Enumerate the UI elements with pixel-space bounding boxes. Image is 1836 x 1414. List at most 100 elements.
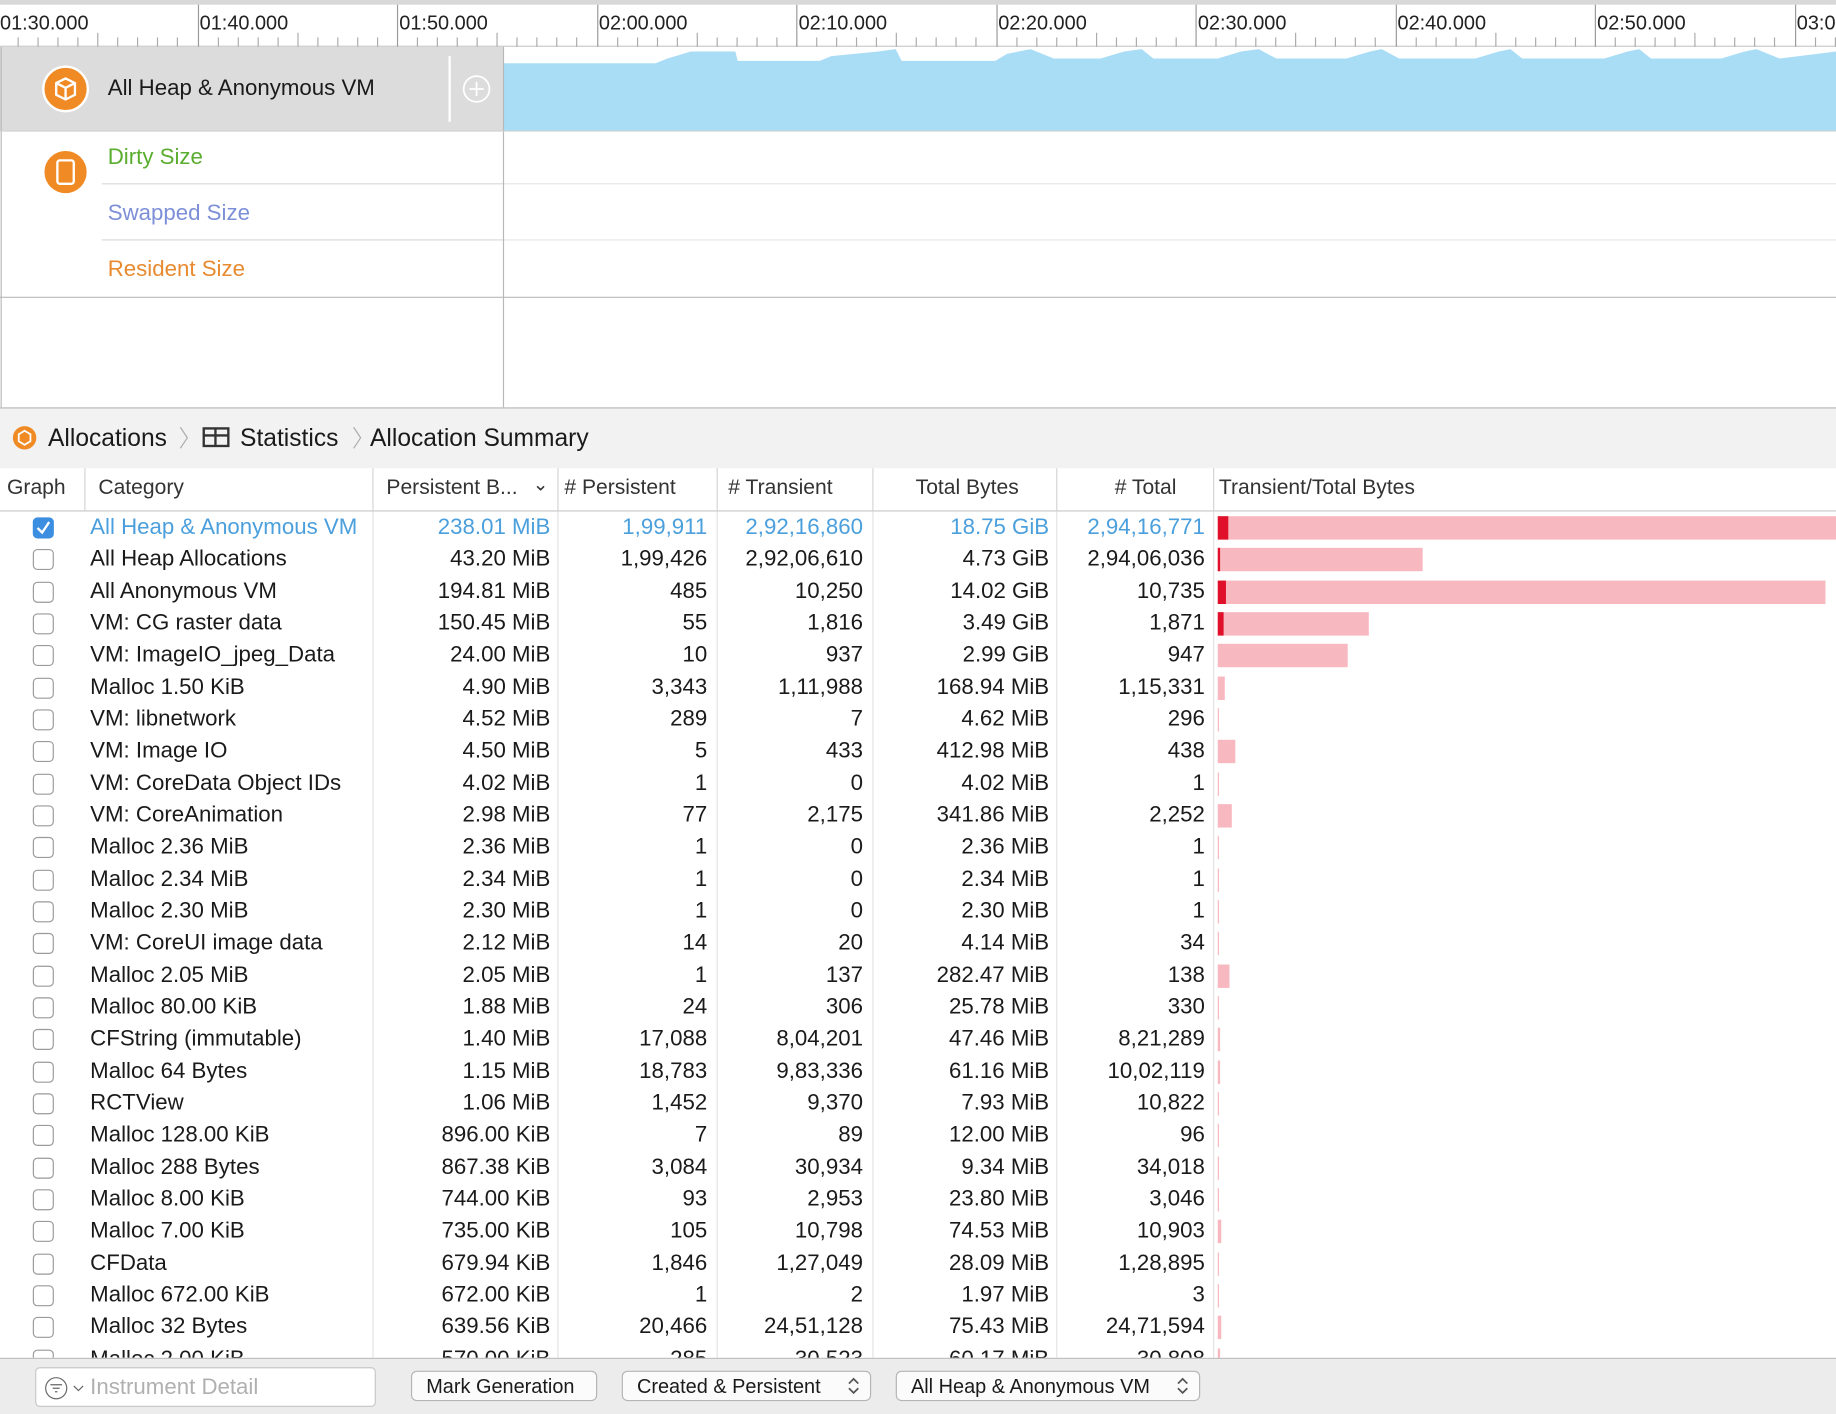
value-cell: 0 [851, 835, 863, 861]
value-cell: 1,816 [807, 611, 863, 637]
category-cell: All Heap Allocations [90, 547, 287, 573]
breadcrumb-item[interactable]: Statistics [240, 425, 338, 453]
checkbox[interactable] [33, 805, 54, 826]
column-header[interactable]: Persistent B... [386, 475, 517, 500]
category-cell: VM: CoreData Object IDs [90, 771, 341, 797]
column-header[interactable]: Total Bytes [916, 475, 1019, 500]
ruler-minor-tick [1655, 37, 1656, 46]
ruler-minor-tick [577, 37, 578, 46]
value-cell: 4.73 GiB [963, 547, 1050, 573]
search-field[interactable]: Instrument Detail [35, 1367, 376, 1407]
checkbox[interactable] [33, 1061, 54, 1082]
column-header[interactable]: Category [98, 475, 184, 500]
breadcrumb-item[interactable]: Allocation Summary [370, 425, 589, 453]
ruler-major-tick [796, 5, 797, 47]
checkbox[interactable] [33, 549, 54, 570]
updown-icon [845, 1374, 861, 1397]
value-cell: 1,846 [652, 1251, 708, 1277]
value-cell: 485 [670, 579, 707, 605]
checkbox[interactable] [33, 1349, 54, 1358]
value-cell: 896.00 KiB [441, 1123, 550, 1149]
column-header[interactable]: # Total [1115, 475, 1177, 500]
checkbox[interactable] [33, 901, 54, 922]
ruler-minor-tick [1475, 37, 1476, 46]
value-cell: 570.00 KiB [441, 1347, 550, 1358]
ruler-minor-tick [876, 37, 877, 46]
value-cell: 3,084 [652, 1155, 708, 1181]
checkbox[interactable] [33, 709, 54, 730]
checkbox[interactable] [33, 773, 54, 794]
value-cell: 2 [851, 1283, 863, 1309]
checkbox[interactable] [33, 645, 54, 666]
value-cell: 2.36 MiB [463, 835, 551, 861]
checkbox[interactable] [33, 965, 54, 986]
value-cell: 672.00 KiB [441, 1283, 550, 1309]
column-header[interactable]: # Transient [728, 475, 832, 500]
ruler-minor-tick [537, 37, 538, 46]
column-divider [557, 512, 558, 1358]
column-divider [717, 512, 718, 1358]
value-cell: 10,02,119 [1108, 1059, 1205, 1085]
checkbox[interactable] [33, 1253, 54, 1274]
ruler-label: 03:00.000 [1797, 12, 1836, 35]
value-cell: 2.12 MiB [463, 931, 551, 957]
checkbox[interactable] [33, 1189, 54, 1210]
total-bytes-bar [1218, 836, 1219, 859]
value-cell: 34,018 [1137, 1155, 1205, 1181]
ruler-minor-tick [1375, 37, 1376, 46]
checkbox[interactable] [33, 837, 54, 858]
ruler-minor-tick [1615, 37, 1616, 46]
ruler-minor-tick [1335, 37, 1336, 46]
breadcrumb-item[interactable]: Allocations [48, 425, 167, 453]
ruler-minor-tick [776, 37, 777, 46]
checkbox[interactable] [33, 1093, 54, 1114]
value-cell: 2.99 GiB [963, 643, 1050, 669]
value-cell: 14.02 GiB [950, 579, 1049, 605]
value-cell: 10,735 [1137, 579, 1205, 605]
value-cell: 3,343 [652, 675, 708, 701]
ruler-label: 02:00.000 [599, 12, 688, 35]
ruler-minor-tick [1036, 37, 1037, 46]
button[interactable]: Mark Generation [411, 1371, 597, 1401]
checkbox[interactable] [33, 517, 54, 538]
ruler-minor-tick [38, 37, 39, 46]
ruler-minor-tick [1455, 37, 1456, 46]
checkbox[interactable] [33, 997, 54, 1018]
checkbox[interactable] [33, 1125, 54, 1146]
checkbox[interactable] [33, 933, 54, 954]
column-header[interactable]: # Persistent [564, 475, 675, 500]
ruler-minor-tick [78, 37, 79, 46]
category-cell: VM: ImageIO_jpeg_Data [90, 643, 335, 669]
track-swapped: Swapped Size [108, 201, 250, 227]
checkbox[interactable] [33, 613, 54, 634]
value-cell: 1 [695, 963, 707, 989]
checkbox[interactable] [33, 677, 54, 698]
popup-button[interactable]: Created & Persistent [622, 1371, 871, 1401]
column-divider [84, 468, 85, 510]
value-cell: 1,15,331 [1118, 675, 1205, 701]
value-cell: 7.93 MiB [961, 1091, 1049, 1117]
checkbox[interactable] [33, 741, 54, 762]
checkbox[interactable] [33, 1285, 54, 1306]
value-cell: 744.00 KiB [441, 1187, 550, 1213]
ruler-minor-tick [1695, 33, 1696, 47]
column-header[interactable]: Graph [7, 475, 66, 500]
checkbox[interactable] [33, 581, 54, 602]
ruler-minor-tick [297, 33, 298, 47]
checkbox[interactable] [33, 1317, 54, 1338]
column-header[interactable]: Transient/Total Bytes [1219, 475, 1415, 500]
ruler-minor-tick [856, 37, 857, 46]
checkbox[interactable] [33, 1029, 54, 1050]
checkbox[interactable] [33, 1157, 54, 1178]
column-divider [372, 512, 373, 1358]
ruler-label: 02:50.000 [1597, 12, 1686, 35]
checkbox[interactable] [33, 1221, 54, 1242]
ruler-minor-tick [58, 37, 59, 46]
value-cell: 2.34 MiB [961, 867, 1049, 893]
table-body: All Heap & Anonymous VM238.01 MiB1,99,91… [0, 512, 1836, 1358]
ruler-minor-tick [517, 37, 518, 46]
column-divider [1213, 468, 1214, 510]
checkbox[interactable] [33, 869, 54, 890]
popup-button[interactable]: All Heap & Anonymous VM [896, 1371, 1200, 1401]
value-cell: 1.88 MiB [463, 995, 551, 1021]
